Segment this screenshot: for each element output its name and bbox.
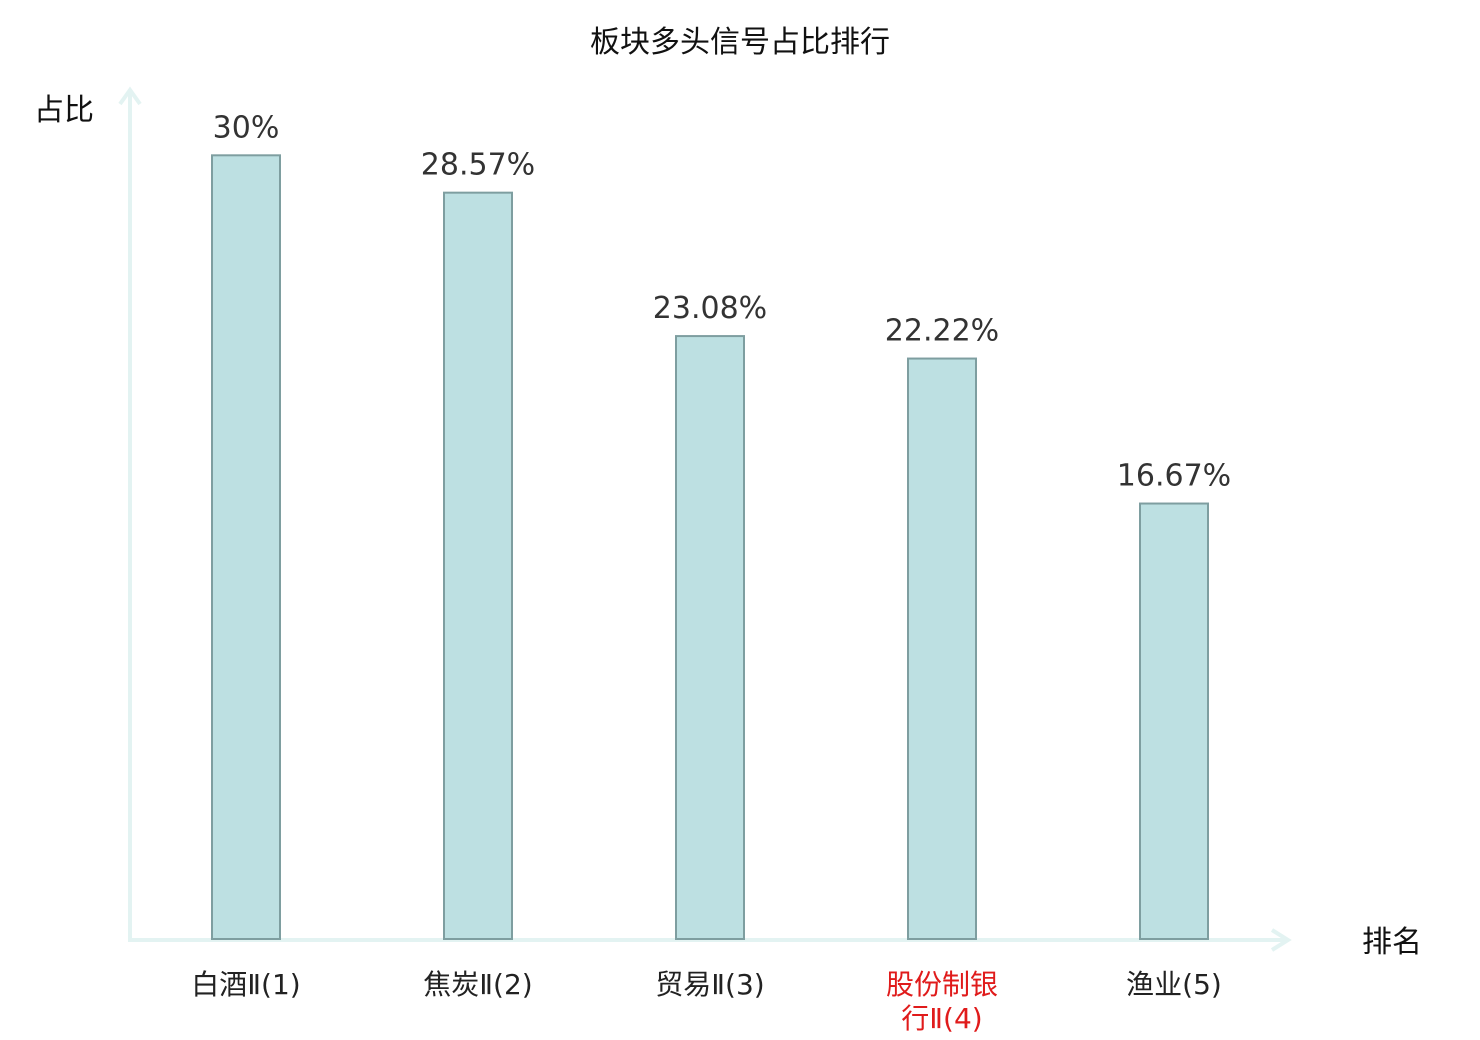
category-label-4-line-2: 行Ⅱ(4) (901, 1002, 982, 1035)
category-label-2: 焦炭Ⅱ(2) (423, 968, 532, 1001)
value-label-1: 30% (213, 110, 280, 145)
chart-title: 板块多头信号占比排行 (590, 25, 890, 60)
x-axis-arrow (1270, 928, 1292, 952)
value-label-5: 16.67% (1117, 459, 1231, 494)
bar-3 (675, 335, 745, 940)
bar-4 (907, 357, 977, 940)
category-label-3: 贸易Ⅱ(3) (655, 968, 764, 1001)
category-label-5: 渔业(5) (1126, 968, 1222, 1001)
category-label-1: 白酒Ⅱ(1) (191, 968, 300, 1001)
value-label-4: 22.22% (885, 314, 999, 349)
category-label-4-line-1: 股份制银 (886, 968, 998, 1001)
value-labels-group: 30% 28.57% 23.08% 22.22% 16.67% (213, 110, 1232, 493)
bar-5 (1139, 502, 1209, 940)
y-axis-arrow (118, 86, 142, 106)
value-label-2: 28.57% (421, 148, 535, 183)
bars-group (211, 154, 1209, 941)
bar-1 (211, 154, 281, 941)
value-label-3: 23.08% (653, 291, 767, 326)
bar-2 (443, 191, 513, 940)
x-axis-label: 排名 (1362, 925, 1422, 960)
y-axis-label: 占比 (34, 93, 94, 128)
